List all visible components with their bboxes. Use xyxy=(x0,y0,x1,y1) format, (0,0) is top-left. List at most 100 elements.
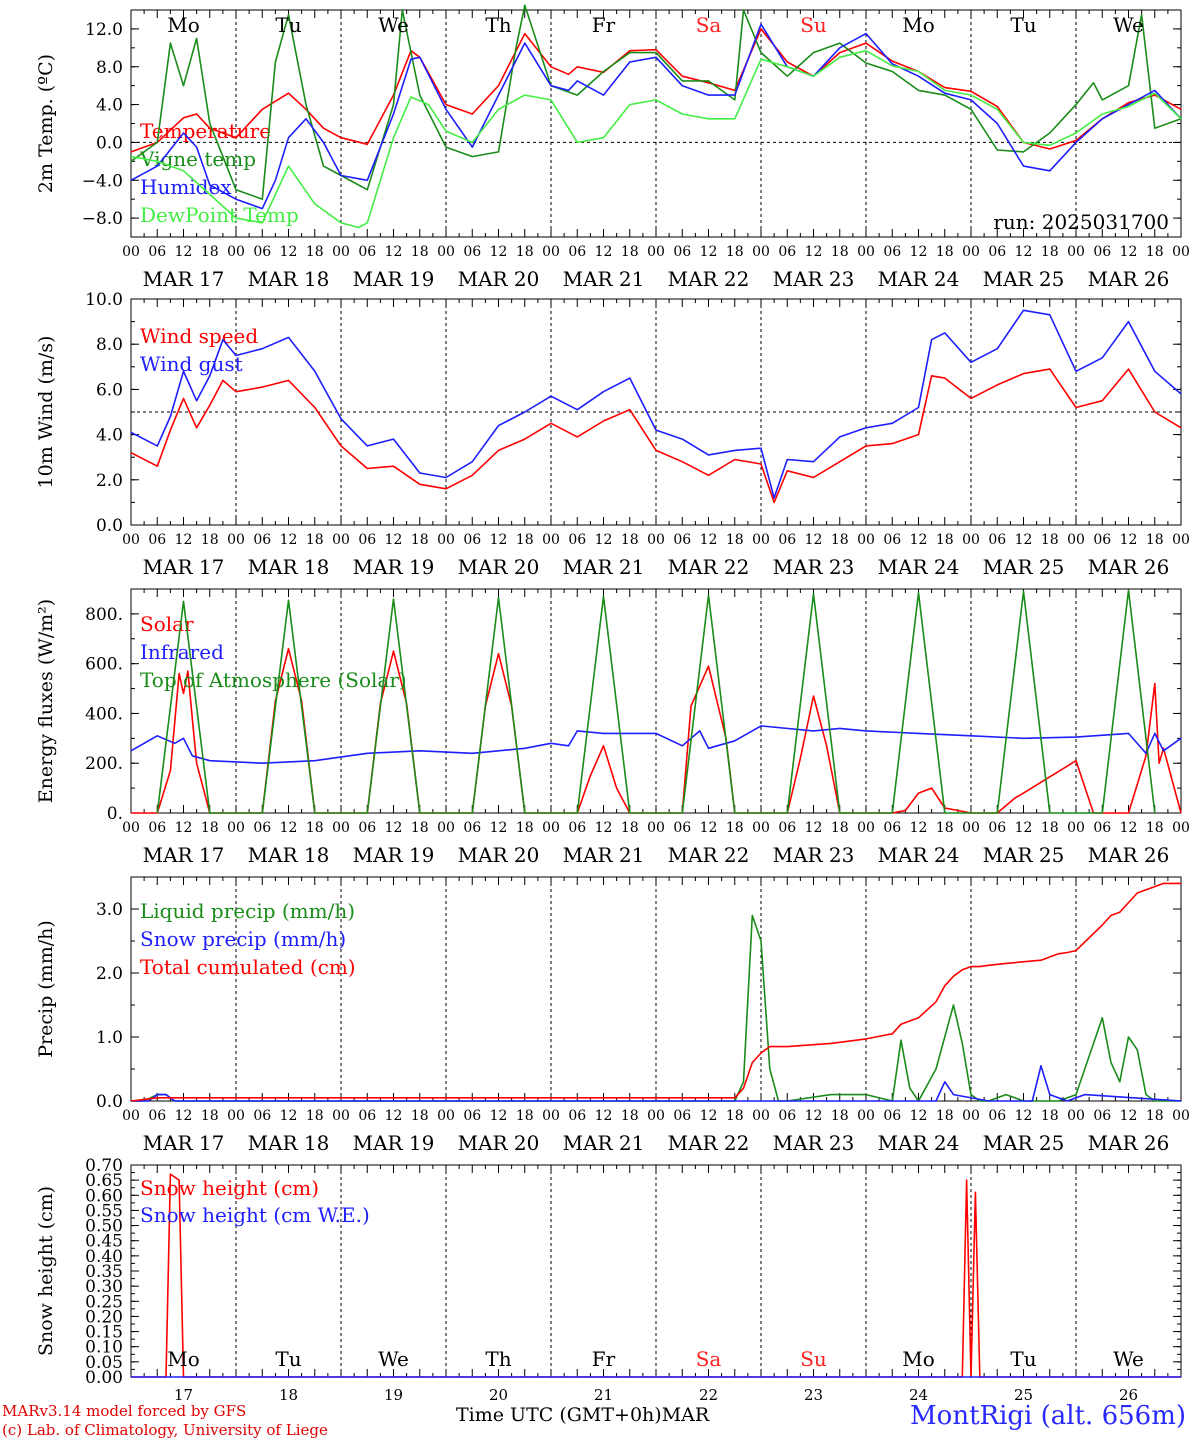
y-tick-label: 3.0 xyxy=(96,900,123,920)
hour-label: 12 xyxy=(700,244,718,260)
day-name: Mo xyxy=(902,1347,935,1371)
hour-label: 06 xyxy=(148,820,166,836)
hour-label: 00 xyxy=(1172,820,1190,836)
y-tick-label: 0.0 xyxy=(96,1092,123,1112)
hour-label: 06 xyxy=(673,244,691,260)
hour-label: 12 xyxy=(805,1108,823,1124)
date-label: MAR 19 xyxy=(353,1131,435,1155)
hour-label: 12 xyxy=(1015,1108,1033,1124)
day-name: We xyxy=(378,13,409,37)
date-label: MAR 23 xyxy=(773,1131,855,1155)
date-label: MAR 22 xyxy=(668,1131,750,1155)
hour-label: 06 xyxy=(358,244,376,260)
date-label: MAR 22 xyxy=(668,843,750,867)
hour-label: 00 xyxy=(227,1108,245,1124)
y-tick-label: 0.50 xyxy=(85,1217,123,1237)
date-label: MAR 18 xyxy=(248,555,330,579)
hour-label: 00 xyxy=(752,1108,770,1124)
date-label: MAR 18 xyxy=(248,267,330,291)
y-tick-label: 1.0 xyxy=(96,1028,123,1048)
hour-label: 18 xyxy=(1041,532,1059,548)
hour-label: 18 xyxy=(1041,820,1059,836)
y-tick-label: 0.45 xyxy=(85,1232,123,1252)
hour-label: 06 xyxy=(148,244,166,260)
hour-label: 12 xyxy=(280,820,298,836)
date-label: MAR 18 xyxy=(248,1131,330,1155)
legend-entry: Top of Atmosphere (Solar) xyxy=(140,668,407,692)
day-number: 17 xyxy=(174,1386,193,1404)
hour-label: 06 xyxy=(568,820,586,836)
credit-note: (c) Lab. of Climatology, University of L… xyxy=(2,1421,328,1439)
hour-label: 18 xyxy=(621,820,639,836)
panel-precip: 0.0 1.0 2.0 3.0 Precip (mm/h) Liquid precip (… xyxy=(35,876,1190,1155)
hour-label: 18 xyxy=(201,532,219,548)
hour-label: 00 xyxy=(437,1108,455,1124)
date-label: MAR 23 xyxy=(773,267,855,291)
date-label: MAR 19 xyxy=(353,267,435,291)
hour-label: 18 xyxy=(726,820,744,836)
y-tick-label: 10.0 xyxy=(85,290,123,310)
hour-label: 06 xyxy=(568,532,586,548)
hour-label: 00 xyxy=(962,532,980,548)
run-label: run: 2025031700 xyxy=(993,210,1169,234)
hour-label: 00 xyxy=(962,244,980,260)
hour-label: 12 xyxy=(385,244,403,260)
hour-label: 18 xyxy=(726,244,744,260)
hour-label: 18 xyxy=(201,1108,219,1124)
y-tick-label: 0.40 xyxy=(85,1247,123,1267)
date-label: MAR 26 xyxy=(1088,267,1170,291)
hour-label: 06 xyxy=(673,820,691,836)
panel-temperature: −8.0 −4.0 0.0 4.0 8.0 12.0 2m Temp. (ºC) Temper… xyxy=(35,4,1190,291)
hour-label: 06 xyxy=(253,244,271,260)
y-tick-label: 0.0 xyxy=(96,133,123,153)
hour-label: 00 xyxy=(647,532,665,548)
hour-label: 12 xyxy=(175,1108,193,1124)
hour-label: 00 xyxy=(227,532,245,548)
day-name: Mo xyxy=(902,13,935,37)
hour-label: 12 xyxy=(1015,820,1033,836)
hour-label: 00 xyxy=(332,820,350,836)
legend-entry: Wind gust xyxy=(140,352,243,376)
hour-label: 06 xyxy=(568,1108,586,1124)
y-tick-label: 4.0 xyxy=(96,96,123,116)
hour-label: 00 xyxy=(542,1108,560,1124)
panel-snow: 0.000.050.100.150.200.250.300.350.400.45… xyxy=(35,1156,1182,1404)
hour-label: 12 xyxy=(700,820,718,836)
y-tick-label: 6.0 xyxy=(96,380,123,400)
hour-label: 12 xyxy=(490,532,508,548)
hour-label: 00 xyxy=(1172,532,1190,548)
hour-label: 18 xyxy=(411,244,429,260)
y-axis-label: 10m Wind (m/s) xyxy=(35,336,57,489)
date-label: MAR 17 xyxy=(143,267,225,291)
hour-label: 18 xyxy=(1041,1108,1059,1124)
hour-label: 06 xyxy=(463,532,481,548)
day-name: Th xyxy=(485,13,511,37)
y-tick-label: 2.0 xyxy=(96,471,123,491)
hour-label: 12 xyxy=(595,532,613,548)
hour-label: 00 xyxy=(857,1108,875,1124)
hour-label: 12 xyxy=(1015,244,1033,260)
hour-label: 12 xyxy=(910,820,928,836)
hour-label: 00 xyxy=(542,244,560,260)
hour-label: 06 xyxy=(253,532,271,548)
hour-label: 12 xyxy=(175,532,193,548)
hour-label: 18 xyxy=(516,1108,534,1124)
y-tick-label: 0.0 xyxy=(96,516,123,536)
legend-entry: Temperature xyxy=(140,119,271,143)
series-line-humidex xyxy=(130,23,1182,210)
day-name: Fr xyxy=(592,13,616,37)
series-line-wind-gust xyxy=(130,309,1182,499)
x-axis-title: Time UTC (GMT+0h)MAR xyxy=(456,1404,710,1426)
hour-label: 18 xyxy=(621,1108,639,1124)
hour-label: 06 xyxy=(883,532,901,548)
y-axis-label: Snow height (cm) xyxy=(35,1186,57,1356)
hour-label: 18 xyxy=(831,1108,849,1124)
hour-label: 00 xyxy=(437,244,455,260)
hour-label: 00 xyxy=(332,532,350,548)
hour-label: 00 xyxy=(122,532,140,548)
date-label: MAR 21 xyxy=(563,843,645,867)
date-label: MAR 25 xyxy=(983,267,1065,291)
day-name: Tu xyxy=(275,13,301,37)
legend-entry: Humidex xyxy=(140,175,232,199)
hour-label: 06 xyxy=(148,1108,166,1124)
